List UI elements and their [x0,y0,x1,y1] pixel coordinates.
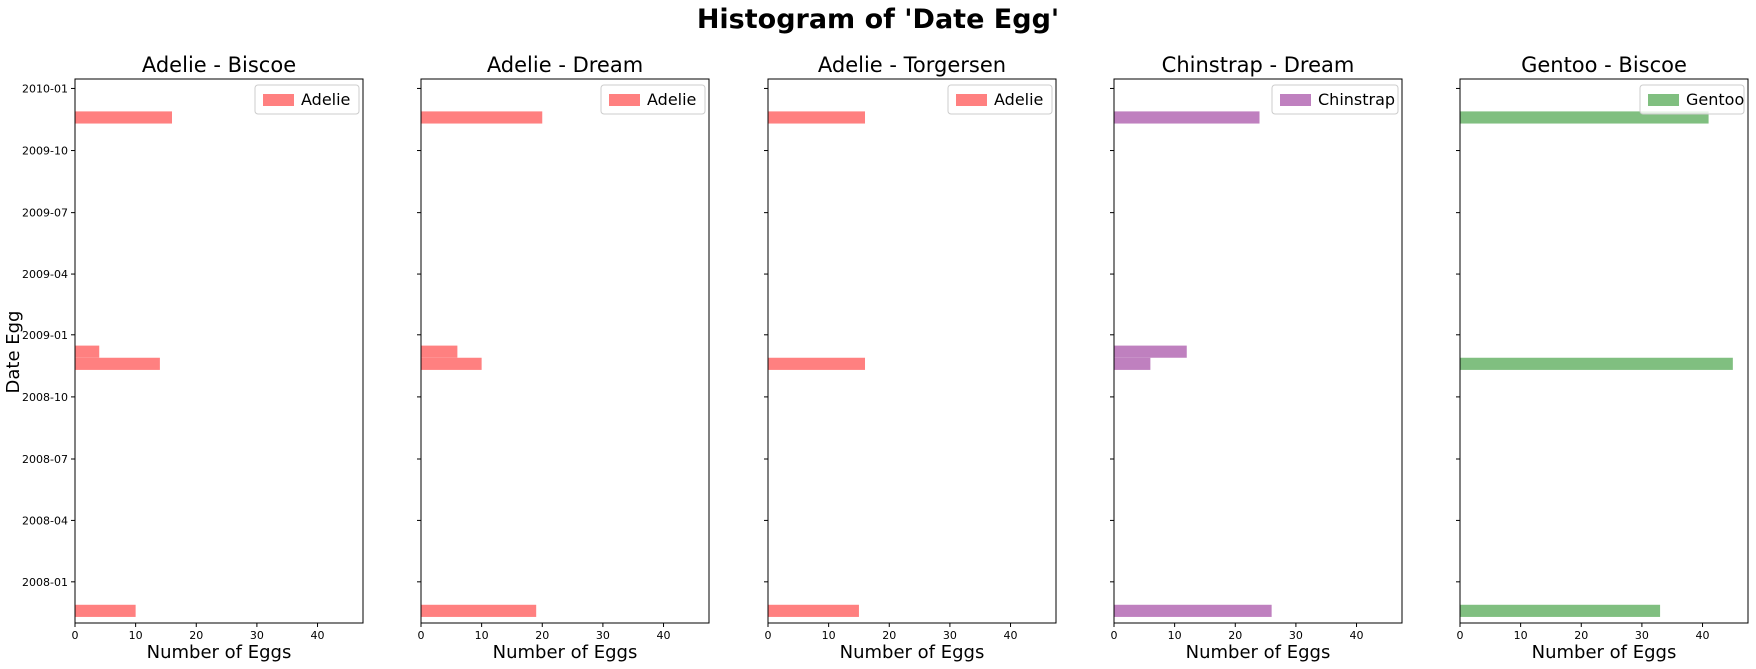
x-tick-label: 40 [1696,629,1710,642]
legend-swatch [263,94,294,106]
x-tick-label: 40 [657,629,671,642]
legend-label: Gentoo [1686,90,1744,109]
y-tick-label: 2008-01 [22,576,68,589]
x-tick-label: 20 [189,629,203,642]
figure-title: Histogram of 'Date Egg' [697,4,1059,35]
legend-swatch [609,94,640,106]
panel-title: Chinstrap - Dream [1162,53,1355,77]
histogram-bar [768,357,866,370]
y-tick-label: 2009-04 [22,268,68,281]
x-tick-label: 40 [1350,629,1364,642]
panel: 0 10 20 30 40 Chinstrap - Dream Number of Eggs… [1110,53,1403,663]
histogram-bar [75,345,100,358]
x-tick-label: 30 [250,629,264,642]
legend-swatch [956,94,987,106]
y-tick-label: 2009-01 [22,329,68,342]
legend-swatch [1648,94,1679,106]
histogram-bar [421,357,482,370]
x-axis-label: Number of Eggs [840,642,985,663]
histogram-bar [1114,345,1187,358]
panel: 0 10 20 30 40 Gentoo - Biscoe Number of Eggs Ge… [1456,53,1749,663]
y-tick-label: 2009-10 [22,145,68,158]
y-tick-label: 2008-10 [22,391,68,404]
histogram-bar [1114,604,1272,617]
legend: Adelie [600,84,706,115]
legend-label: Adelie [994,90,1043,109]
histogram-bar [75,357,160,370]
y-axis-label: Date Egg [3,311,24,394]
panel-title: Adelie - Dream [487,53,643,77]
axes-frame [74,78,364,624]
panel-title: Gentoo - Biscoe [1521,53,1687,77]
x-tick-label: 40 [1004,629,1018,642]
x-tick-label: 20 [882,629,896,642]
legend-box [1271,84,1399,115]
x-tick-label: 10 [822,629,836,642]
histogram-bar [75,604,136,617]
x-tick-label: 0 [418,629,425,642]
legend: Adelie [947,84,1053,115]
axes-frame [1113,78,1403,624]
legend-box [254,84,360,115]
histogram-bar [75,111,173,124]
x-tick-label: 20 [1574,629,1588,642]
y-tick-label: 2010-01 [22,82,68,95]
axes-frame [420,78,710,624]
histogram-bar [1460,357,1733,370]
x-tick-label: 30 [596,629,610,642]
legend-label: Chinstrap [1318,90,1395,109]
x-tick-label: 10 [1168,629,1182,642]
panel-title: Adelie - Biscoe [142,53,296,77]
x-tick-label: 0 [765,629,772,642]
panel-title: Adelie - Torgersen [818,53,1006,77]
x-tick-label: 0 [1457,629,1464,642]
x-tick-label: 40 [311,629,325,642]
legend: Chinstrap [1271,84,1399,115]
x-tick-label: 10 [475,629,489,642]
x-tick-label: 30 [1635,629,1649,642]
histogram-bar [1114,357,1151,370]
x-tick-label: 20 [535,629,549,642]
axes-frame [1459,78,1749,624]
x-axis-label: Number of Eggs [493,642,638,663]
x-axis-label: Number of Eggs [147,642,292,663]
legend-box [1639,84,1745,115]
panels: 0 10 20 30 402008-012008-042008-072008-10200… [22,53,1749,663]
panel: 0 10 20 30 40 2008-01 2008-04 2008-07 2008-10 200… [22,53,364,663]
panel: 0 10 20 30 40 Adelie - Dream Number of Eggs Ade… [417,53,710,663]
histogram-bar [421,604,537,617]
x-tick-label: 30 [943,629,957,642]
x-tick-label: 20 [1228,629,1242,642]
x-axis-label: Number of Eggs [1186,642,1331,663]
legend-swatch [1280,94,1311,106]
histogram-bar [768,604,859,617]
x-tick-label: 10 [1514,629,1528,642]
x-axis-label: Number of Eggs [1532,642,1677,663]
legend: Adelie [254,84,360,115]
x-tick-label: 10 [129,629,143,642]
legend-box [600,84,706,115]
legend: Gentoo [1639,84,1745,115]
x-tick-label: 0 [1111,629,1118,642]
legend-box [947,84,1053,115]
y-tick-label: 2008-04 [22,514,68,527]
histogram-bar [1460,604,1661,617]
x-tick-label: 30 [1289,629,1303,642]
y-tick-label: 2008-07 [22,453,68,466]
axes-frame [767,78,1057,624]
panel: 0 10 20 30 40 Adelie - Torgersen Number of Egg… [764,53,1057,663]
histogram-bar [421,111,543,124]
histogram-bar [768,111,866,124]
x-tick-label: 0 [72,629,79,642]
legend-label: Adelie [647,90,696,109]
histogram-bar [1114,111,1260,124]
y-tick-label: 2009-07 [22,207,68,220]
legend-label: Adelie [301,90,350,109]
histogram-bar [421,345,458,358]
